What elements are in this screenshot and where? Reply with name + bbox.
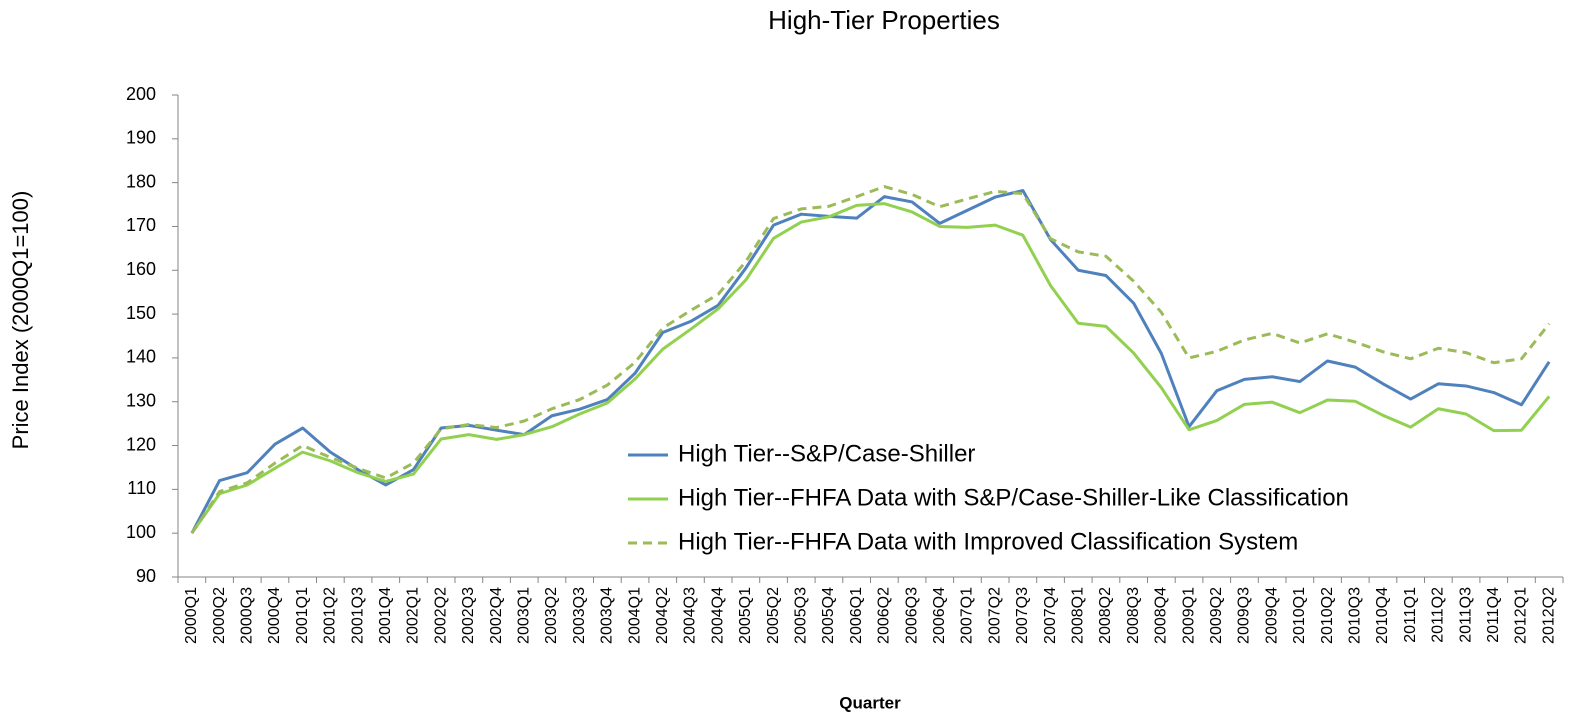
x-tick-label: 2007Q2 bbox=[986, 587, 1003, 644]
x-tick-label: 2006Q4 bbox=[931, 587, 948, 644]
y-tick-label: 150 bbox=[126, 303, 156, 323]
x-tick-label: 2008Q4 bbox=[1153, 587, 1170, 644]
x-axis-label: Quarter bbox=[839, 693, 901, 712]
y-tick-label: 120 bbox=[126, 434, 156, 454]
series-line bbox=[190, 202, 1551, 535]
x-tick-label: 2007Q4 bbox=[1042, 587, 1059, 644]
x-tick-label: 2004Q1 bbox=[626, 587, 643, 644]
x-tick-label: 2003Q2 bbox=[543, 587, 560, 644]
x-tick-label: 2000Q1 bbox=[183, 587, 200, 644]
x-tick-label: 2001Q1 bbox=[294, 587, 311, 644]
x-tick-label: 2004Q3 bbox=[682, 587, 699, 644]
y-tick-label: 190 bbox=[126, 128, 156, 148]
x-tick-label: 2002Q3 bbox=[460, 587, 477, 644]
x-tick-label: 2002Q1 bbox=[405, 587, 422, 644]
y-tick-label: 200 bbox=[126, 84, 156, 104]
x-tick-label: 2003Q3 bbox=[571, 587, 588, 644]
x-tick-label: 2001Q4 bbox=[377, 587, 394, 644]
x-tick-label: 2011Q2 bbox=[1430, 587, 1447, 643]
x-tick-label: 2000Q4 bbox=[266, 587, 283, 644]
x-tick-label: 2003Q1 bbox=[515, 587, 532, 644]
x-tick-label: 2008Q2 bbox=[1097, 587, 1114, 644]
x-tick-label: 2009Q2 bbox=[1208, 587, 1225, 644]
x-tick-label: 2005Q1 bbox=[737, 587, 754, 644]
x-tick-label: 2011Q3 bbox=[1457, 587, 1474, 643]
x-tick-label: 2000Q3 bbox=[238, 587, 255, 644]
x-tick-label: 2007Q1 bbox=[959, 587, 976, 644]
x-tick-label: 2010Q1 bbox=[1291, 587, 1308, 644]
x-tick-label: 2011Q4 bbox=[1485, 587, 1502, 643]
x-tick-label: 2004Q2 bbox=[654, 587, 671, 644]
x-tick-label: 2006Q3 bbox=[903, 587, 920, 644]
x-tick-label: 2006Q2 bbox=[876, 587, 893, 644]
x-tick-label: 2002Q2 bbox=[432, 587, 449, 644]
x-tick-label: 2005Q4 bbox=[820, 587, 837, 644]
y-tick-label: 90 bbox=[136, 566, 156, 586]
legend-label: High Tier--S&P/Case-Shiller bbox=[678, 440, 975, 467]
x-tick-label: 2008Q3 bbox=[1125, 587, 1142, 644]
x-tick-label: 2000Q2 bbox=[211, 587, 228, 644]
y-tick-label: 100 bbox=[126, 522, 156, 542]
x-tick-label: 2010Q4 bbox=[1374, 587, 1391, 644]
y-tick-label: 180 bbox=[126, 171, 156, 191]
series-line bbox=[190, 185, 1551, 535]
y-tick-label: 170 bbox=[126, 215, 156, 235]
x-tick-label: 2011Q1 bbox=[1402, 587, 1419, 643]
y-tick-label: 140 bbox=[126, 347, 156, 367]
x-tick-label: 2005Q3 bbox=[792, 587, 809, 644]
x-tick-label: 2008Q1 bbox=[1069, 587, 1086, 644]
x-tick-label: 2004Q4 bbox=[709, 587, 726, 644]
x-tick-label: 2012Q1 bbox=[1513, 587, 1530, 644]
y-tick-label: 110 bbox=[127, 478, 156, 498]
x-tick-label: 2003Q4 bbox=[599, 587, 616, 644]
x-tick-label: 2009Q3 bbox=[1236, 587, 1253, 644]
x-tick-label: 2005Q2 bbox=[765, 587, 782, 644]
series-line bbox=[190, 189, 1551, 534]
x-tick-label: 2002Q4 bbox=[488, 587, 505, 644]
x-tick-label: 2001Q3 bbox=[349, 587, 366, 644]
y-tick-label: 130 bbox=[126, 390, 156, 410]
x-tick-label: 2009Q1 bbox=[1180, 587, 1197, 644]
y-axis-label: Price Index (2000Q1=100) bbox=[8, 191, 33, 450]
x-tick-label: 2009Q4 bbox=[1263, 587, 1280, 644]
x-tick-label: 2012Q2 bbox=[1540, 587, 1557, 644]
y-tick-label: 160 bbox=[126, 259, 156, 279]
x-tick-label: 2007Q3 bbox=[1014, 587, 1031, 644]
x-tick-label: 2001Q2 bbox=[322, 587, 339, 644]
legend-label: High Tier--FHFA Data with S&P/Case-Shill… bbox=[678, 484, 1349, 511]
x-tick-label: 2010Q2 bbox=[1319, 587, 1336, 644]
x-tick-label: 2006Q1 bbox=[848, 587, 865, 644]
legend-label: High Tier--FHFA Data with Improved Class… bbox=[678, 528, 1298, 555]
x-tick-label: 2010Q3 bbox=[1346, 587, 1363, 644]
chart-title: High-Tier Properties bbox=[768, 5, 1000, 35]
